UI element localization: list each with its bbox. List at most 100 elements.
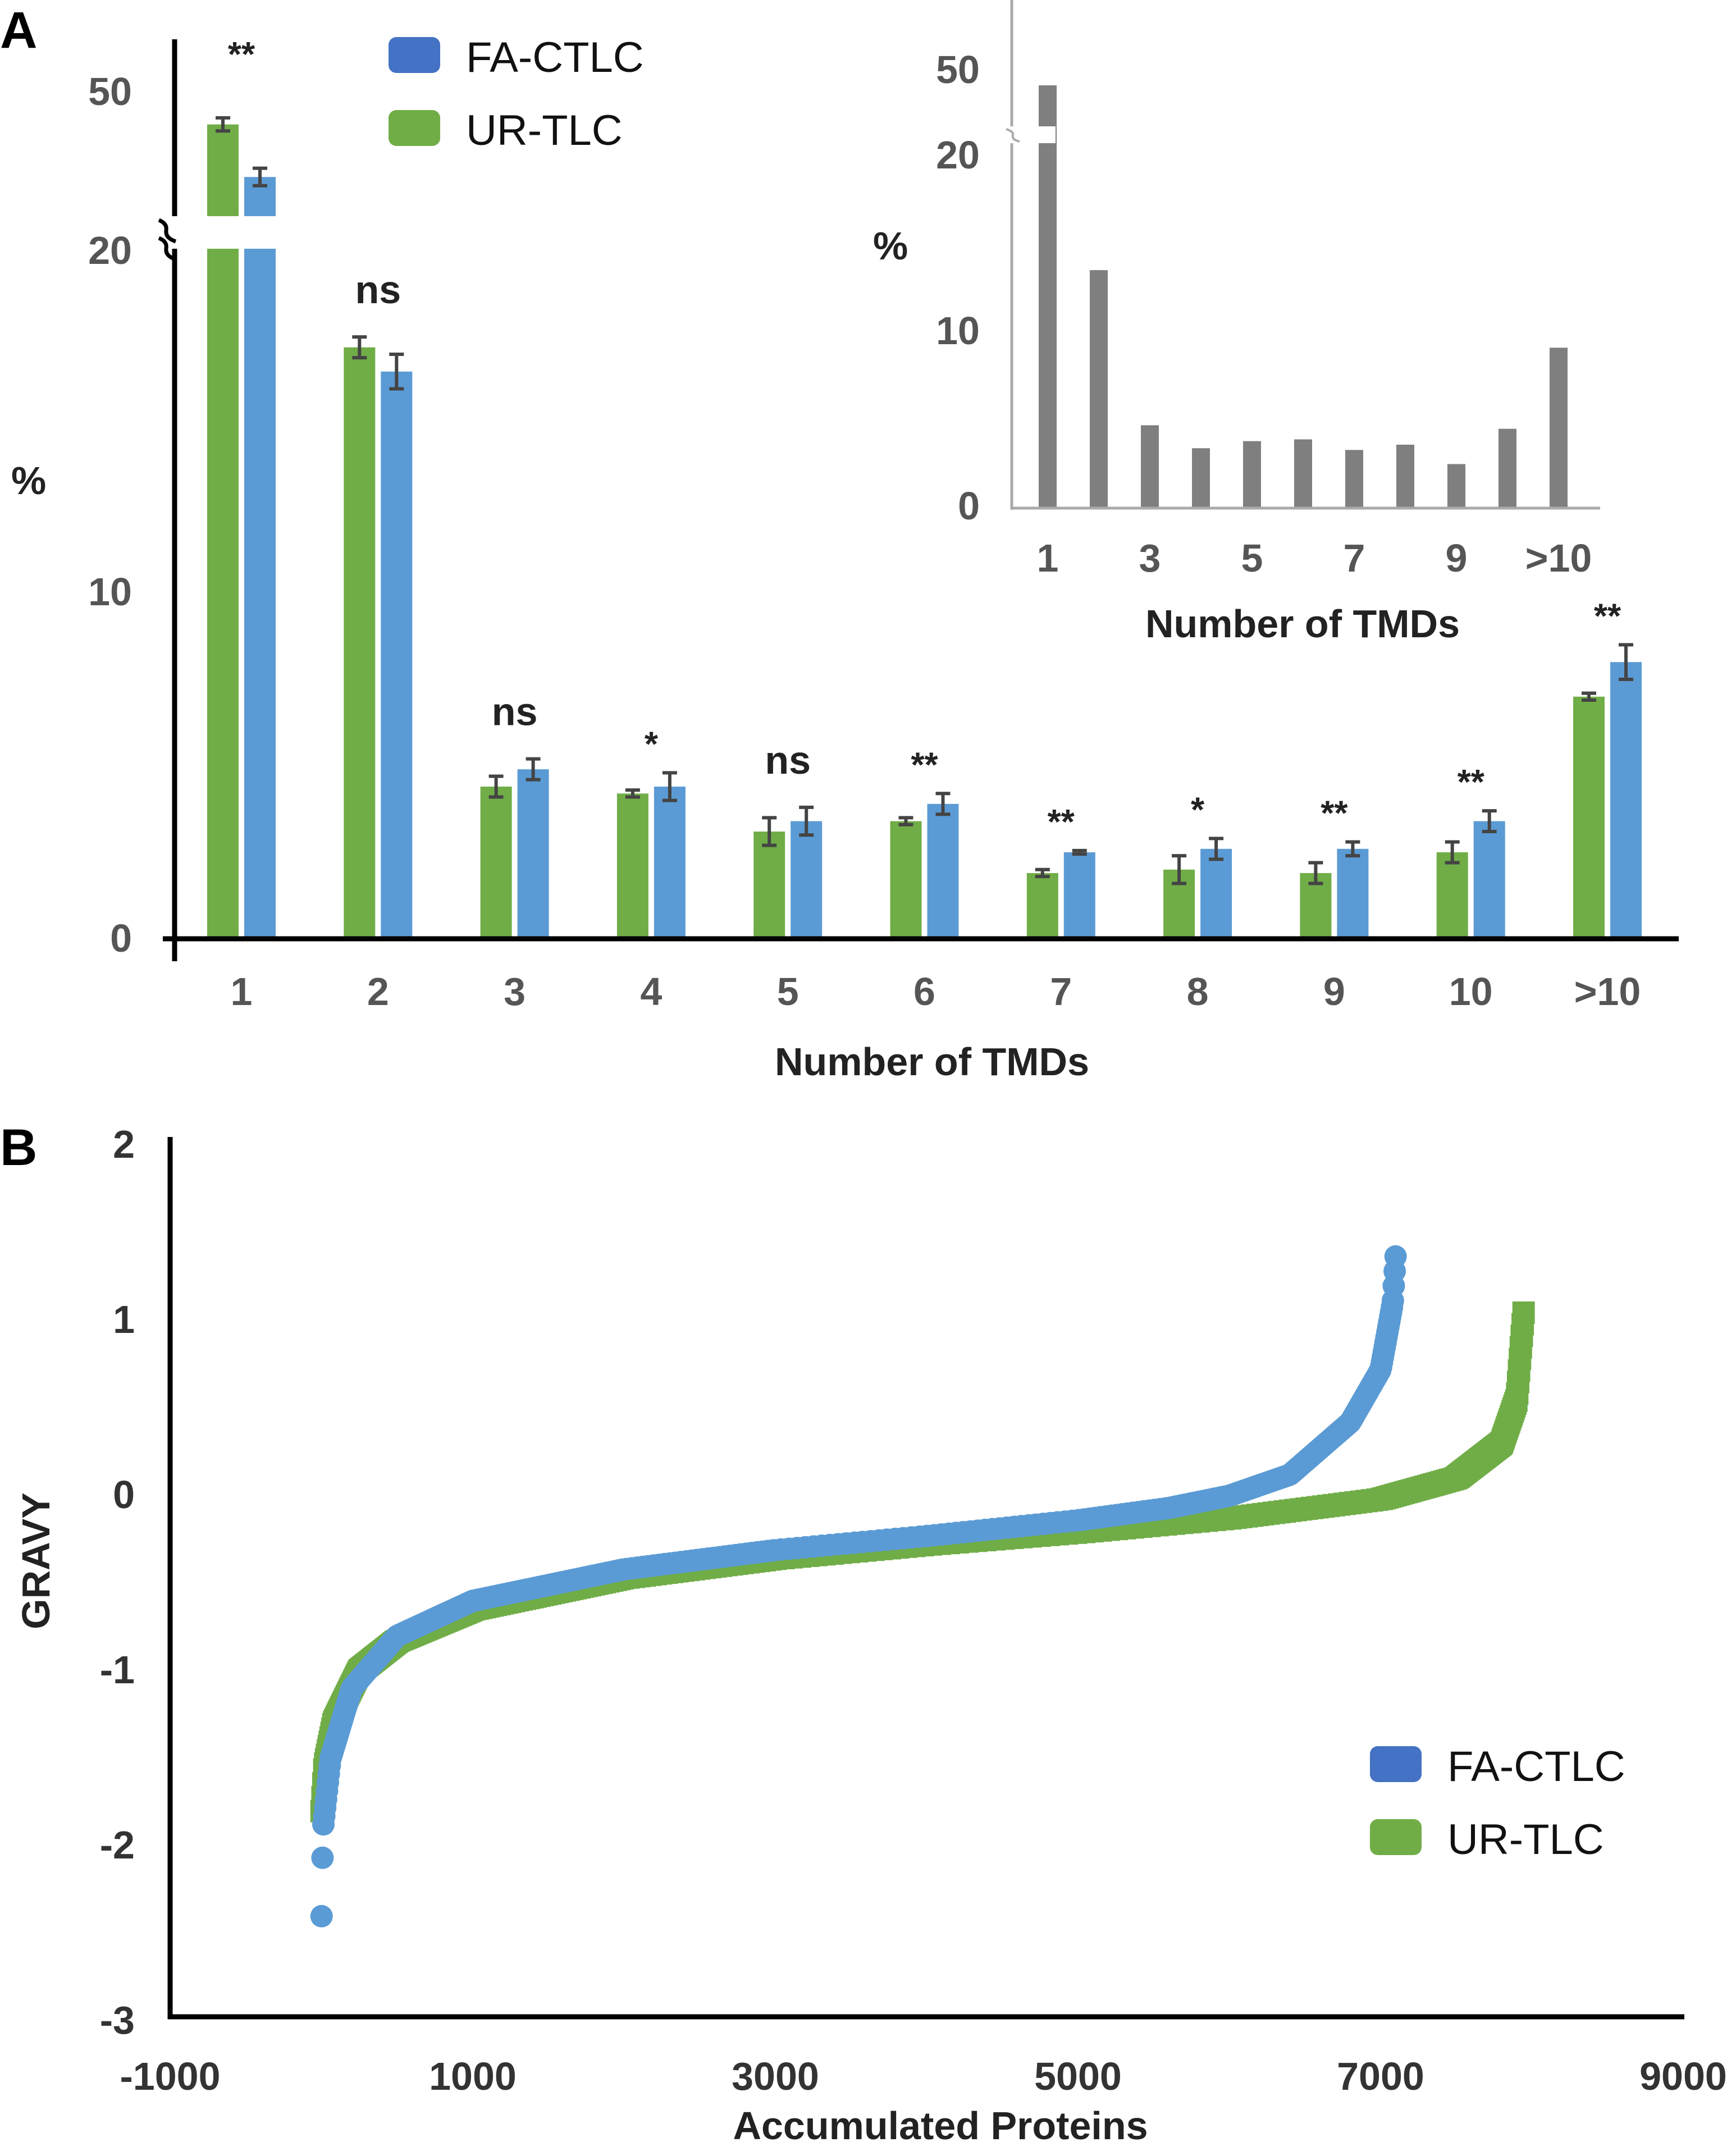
panel-a-xtick-2: 3: [504, 970, 526, 1013]
panel-a-x-ticks: 1 2 3 4 5 6 7 8 9 10 >10: [231, 970, 1641, 1013]
inset-xtick-3: 7: [1344, 536, 1365, 580]
inset-bar-1: [1090, 270, 1108, 508]
significance-label-9: **: [1458, 763, 1485, 802]
inset-ytick-0: 0: [958, 484, 980, 528]
panel-a-ytick-50: 50: [88, 70, 132, 113]
scatter-series-ur-tlc: [310, 1301, 1535, 1823]
legend-b-label-ur-tlc: UR-TLC: [1447, 1816, 1604, 1864]
bar-fa-ctlc-0: [244, 177, 276, 939]
bar-ur-tlc-3: [616, 793, 648, 939]
scatter-series-fa-ctlc: [310, 1245, 1407, 1928]
inset-bar-9: [1499, 428, 1516, 508]
inset-bar-5: [1294, 439, 1312, 508]
bar-ur-tlc-1: [344, 347, 376, 939]
panel-b-xtick-5000: 5000: [1034, 2054, 1122, 2098]
panel-b-xlabel: Accumulated Proteins: [733, 2104, 1148, 2142]
panel-a-error-bars: [216, 116, 1633, 885]
inset-bar-3: [1192, 448, 1210, 508]
legend-label-ur-tlc: UR-TLC: [466, 107, 623, 154]
legend-b-swatch-ur-tlc: [1370, 1819, 1422, 1855]
scatter-point: [1384, 1245, 1407, 1268]
panel-a-label: A: [0, 2, 37, 59]
panel-b-xtick-9000: 9000: [1639, 2054, 1727, 2098]
panel-a-ytick-20: 20: [88, 229, 132, 272]
panel-a-legend: FA-CTLC UR-TLC: [389, 34, 644, 154]
legend-label-fa-ctlc: FA-CTLC: [466, 34, 644, 81]
bar-fa-ctlc-8: [1337, 848, 1369, 939]
panel-b-ytick-neg2: -2: [100, 1823, 135, 1867]
legend-swatch-fa-ctlc: [389, 37, 440, 73]
panel-a-xtick-5: 6: [913, 970, 935, 1013]
bar-ur-tlc-4: [753, 832, 785, 939]
bar-fa-ctlc-6: [1063, 852, 1095, 939]
inset-ytick-20: 20: [936, 133, 980, 177]
scatter-point: [1512, 1301, 1535, 1324]
bar-fa-ctlc-7: [1200, 848, 1232, 939]
significance-label-10: **: [1594, 597, 1621, 636]
panel-a-xtick-8: 9: [1323, 970, 1345, 1013]
panel-a-ytick-0: 0: [110, 916, 132, 960]
bar-fa-ctlc-10: [1610, 662, 1642, 939]
bar-fa-ctlc-1: [381, 371, 413, 939]
significance-label-5: **: [911, 746, 938, 784]
panel-b-scatter-points: [310, 1245, 1535, 1928]
panel-b-label: B: [0, 1119, 37, 1176]
significance-label-8: **: [1321, 794, 1348, 833]
panel-a-xtick-3: 4: [640, 970, 662, 1013]
panel-a-xtick-10: >10: [1574, 970, 1641, 1013]
panel-a-xtick-0: 1: [231, 970, 253, 1013]
panel-b-xtick-neg1000: -1000: [120, 2054, 220, 2098]
inset-xtick-4: 9: [1446, 536, 1468, 580]
panel-a-xtick-7: 8: [1187, 970, 1209, 1013]
panel-b-xtick-7000: 7000: [1337, 2054, 1424, 2098]
inset-bar-6: [1345, 450, 1363, 508]
inset-x-ticks: 1 3 5 7 9 >10: [1037, 536, 1592, 580]
inset-xtick-2: 5: [1241, 536, 1263, 580]
panel-b-xtick-1000: 1000: [429, 2054, 517, 2098]
bar-fa-ctlc-9: [1473, 821, 1505, 939]
bar-ur-tlc-5: [890, 821, 922, 939]
panel-a-inset-chart: 50 20 10 0 % 1 3 5 7 9 >10 Number of TMDs: [873, 0, 1600, 646]
panel-a-ylabel: %: [11, 459, 46, 503]
scatter-point: [311, 1846, 334, 1869]
significance-label-4: ns: [765, 738, 811, 782]
panel-b-ytick-neg3: -3: [100, 1998, 135, 2042]
inset-ylabel: %: [873, 224, 908, 268]
inset-bar-0: [1039, 85, 1057, 508]
panel-a-xlabel: Number of TMDs: [775, 1040, 1089, 1084]
bar-ur-tlc-6: [1026, 873, 1058, 939]
inset-xtick-5: >10: [1525, 536, 1592, 580]
panel-b-scatter-chart: B 2 1 0 -1 -2 -3 -1000 1000 3000 5000 70…: [0, 1119, 1727, 2142]
legend-b-swatch-fa-ctlc: [1370, 1746, 1422, 1782]
inset-xtick-0: 1: [1037, 536, 1059, 580]
inset-bar-8: [1447, 464, 1465, 508]
inset-bar-7: [1396, 444, 1414, 508]
panel-a-xtick-9: 10: [1449, 970, 1493, 1013]
panel-a-bars: [207, 124, 1642, 939]
scatter-point: [310, 1904, 333, 1928]
panel-a-xtick-4: 5: [777, 970, 799, 1013]
bar-fa-ctlc-2: [517, 769, 549, 939]
significance-label-0: **: [228, 35, 255, 74]
panel-a-bar-chart: A 0 10 20 50 % 1 2 3 4 5 6 7 8 9 10 >10 Number of …: [0, 0, 1679, 1084]
significance-label-3: *: [645, 725, 659, 764]
significance-label-7: *: [1191, 791, 1205, 829]
bar-ur-tlc-2: [480, 786, 512, 939]
inset-ytick-50: 50: [936, 48, 980, 92]
bar-ur-tlc-10: [1573, 696, 1605, 939]
bar-ur-tlc-9: [1436, 852, 1468, 939]
inset-xlabel: Number of TMDs: [1145, 602, 1460, 646]
bar-ur-tlc-0: [207, 124, 239, 939]
significance-label-2: ns: [492, 690, 538, 734]
inset-bar-10: [1550, 348, 1568, 508]
panel-a-xtick-6: 7: [1050, 970, 1072, 1013]
significance-label-1: ns: [355, 268, 401, 312]
inset-xtick-1: 3: [1139, 536, 1161, 580]
panel-b-ylabel: GRAVY: [14, 1492, 58, 1629]
inset-bar-2: [1141, 425, 1159, 508]
panel-a-axis-break: [152, 216, 382, 262]
bar-fa-ctlc-3: [654, 786, 686, 939]
panel-b-ytick-1: 1: [113, 1298, 135, 1341]
